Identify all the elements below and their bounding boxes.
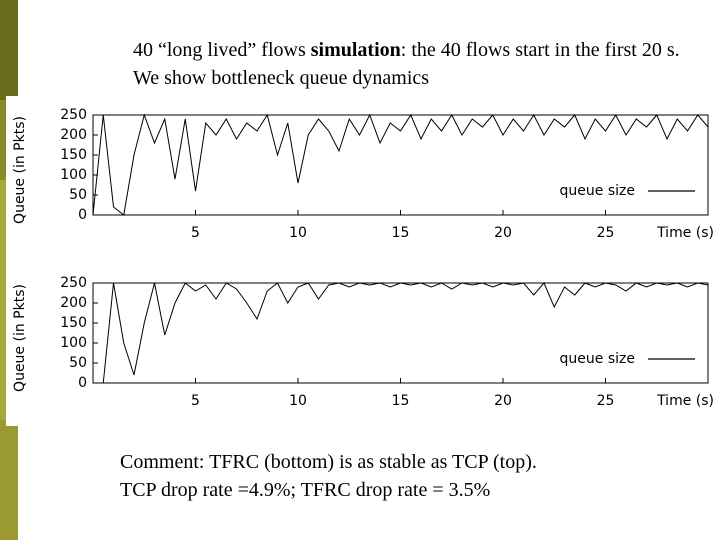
x-tick-label: 25 bbox=[597, 225, 615, 241]
x-axis-label: Time (s) bbox=[656, 393, 714, 409]
queue-line bbox=[93, 282, 709, 384]
y-tick-label: 200 bbox=[60, 295, 87, 311]
comment-line: TCP drop rate =4.9%; TFRC drop rate = 3.… bbox=[120, 479, 491, 501]
x-tick-label: 5 bbox=[191, 225, 200, 241]
y-tick-label: 150 bbox=[60, 315, 87, 331]
y-tick-label: 150 bbox=[60, 147, 87, 163]
y-tick-label: 100 bbox=[60, 335, 87, 351]
x-tick-label: 10 bbox=[289, 225, 307, 241]
y-axis-label: Queue (in Pkts) bbox=[12, 284, 28, 392]
x-tick-label: 5 bbox=[191, 393, 200, 409]
y-tick-label: 50 bbox=[69, 187, 87, 203]
title-part: simulation bbox=[310, 39, 401, 61]
plot-frame bbox=[92, 282, 709, 384]
y-axis-label: Queue (in Pkts) bbox=[12, 116, 28, 224]
x-tick-label: 15 bbox=[392, 393, 410, 409]
queue-line bbox=[92, 113, 709, 216]
y-tick-label: 50 bbox=[69, 355, 87, 371]
comment: Comment: TFRC (bottom) is as stable as T… bbox=[120, 448, 700, 504]
comment-line: Comment: TFRC (bottom) is as stable as T… bbox=[120, 451, 537, 473]
title-part: : the 40 flows start in the first 20 s. … bbox=[133, 39, 680, 89]
x-tick-label: 20 bbox=[494, 393, 512, 409]
y-tick-label: 250 bbox=[60, 275, 87, 291]
y-tick-label: 200 bbox=[60, 127, 87, 143]
label-bg bbox=[6, 96, 30, 426]
x-tick-label: 10 bbox=[289, 393, 307, 409]
x-tick-label: 25 bbox=[597, 393, 615, 409]
y-tick-label: 0 bbox=[78, 375, 87, 391]
slide-title: 40 “long lived” flows simulation: the 40… bbox=[133, 36, 693, 92]
side-bar bbox=[0, 420, 18, 540]
x-tick-label: 20 bbox=[494, 225, 512, 241]
y-tick-label: 100 bbox=[60, 167, 87, 183]
plot-frame bbox=[92, 114, 709, 216]
x-axis-label: Time (s) bbox=[656, 225, 714, 241]
y-tick-label: 250 bbox=[60, 107, 87, 123]
legend-label: queue size bbox=[560, 351, 635, 367]
title-part: 40 “long lived” flows bbox=[133, 39, 311, 61]
x-tick-label: 15 bbox=[392, 225, 410, 241]
legend-label: queue size bbox=[560, 183, 635, 199]
y-tick-label: 0 bbox=[78, 207, 87, 223]
side-bar bbox=[0, 0, 18, 100]
